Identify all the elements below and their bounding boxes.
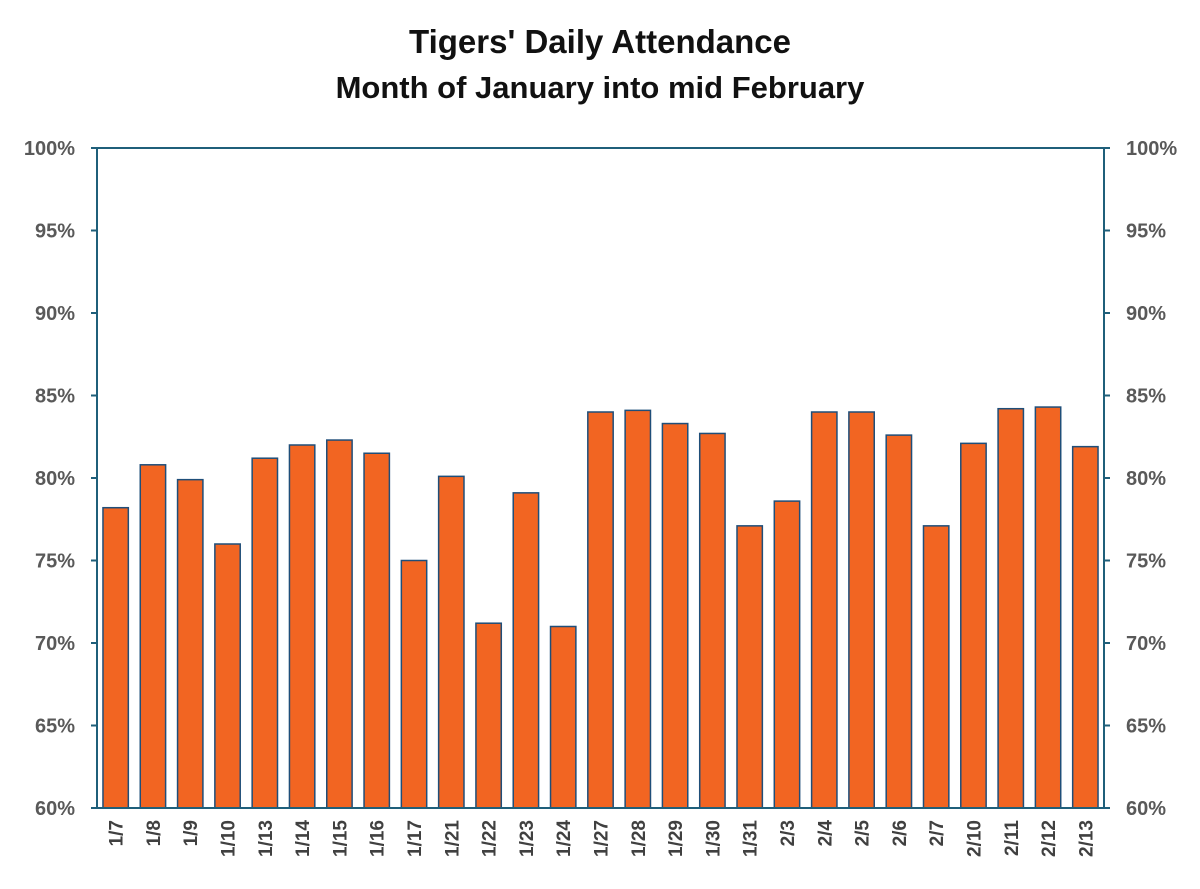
x-category-label: 1/10 [219, 820, 240, 857]
x-category-label: 2/5 [853, 820, 874, 847]
x-category-label: 1/8 [144, 820, 165, 846]
x-category-label: 1/9 [181, 820, 202, 846]
right-y-tick-label: 60% [1126, 798, 1166, 820]
right-y-tick-label: 75% [1126, 551, 1166, 573]
y-tick-labels: 60% 60% 65% 65% 70% 70% 75% 75% 80% 80% 85% 85% 90% 9… [24, 138, 1178, 820]
bar-1-17 [400, 559, 428, 809]
x-category-label: 1/31 [741, 820, 762, 857]
x-category-label: 1/24 [554, 820, 575, 857]
x-category-label: 1/21 [442, 820, 463, 857]
left-y-tick-label: 95% [35, 221, 75, 243]
bar-2-4 [810, 411, 838, 809]
bar-2-3 [773, 500, 801, 809]
left-y-tick-label: 70% [35, 633, 75, 655]
bar-1-24 [549, 625, 577, 809]
x-category-label: 1/29 [666, 820, 687, 857]
bar-1-10 [214, 543, 241, 809]
bar-2-7 [922, 525, 950, 809]
x-category-label: 1/14 [293, 820, 314, 857]
x-category-label: 1/13 [256, 820, 277, 857]
bar-1-14 [288, 444, 316, 809]
bar-1-9 [176, 478, 204, 809]
left-y-tick-label: 85% [35, 386, 75, 408]
chart-title-block: Tigers' Daily Attendance Month of Januar… [0, 18, 1200, 110]
x-category-labels: 1/7 1/8 1/9 1/10 1/13 1/14 1/15 1/16 1/17 1/21 1/2… [107, 820, 1098, 857]
axes-group [91, 147, 1110, 809]
bar-1-16 [363, 452, 391, 809]
bar-1-22 [475, 622, 503, 809]
right-y-tick-label: 85% [1126, 386, 1166, 408]
bar-1-29 [661, 422, 689, 809]
bar-1-7 [102, 506, 130, 809]
bar-1-8 [139, 464, 167, 809]
x-category-label: 1/17 [405, 820, 426, 857]
left-y-tick-label: 90% [35, 303, 75, 325]
left-y-tick-label: 75% [35, 551, 75, 573]
bar-1-28 [624, 409, 652, 809]
x-category-label: 2/12 [1039, 820, 1060, 857]
x-category-label: 2/6 [890, 820, 911, 846]
chart-title: Tigers' Daily Attendance [409, 23, 791, 60]
left-y-tick-label: 60% [35, 798, 75, 820]
bar-1-31 [736, 525, 764, 809]
x-category-label: 2/3 [778, 820, 799, 846]
bar-1-23 [512, 492, 540, 809]
right-y-tick-label: 100% [1126, 138, 1177, 160]
left-y-tick-label: 65% [35, 716, 75, 738]
bar-2-6 [885, 434, 913, 809]
bars-group [102, 406, 1099, 809]
bar-1-30 [698, 432, 726, 809]
bar-2-12 [1034, 406, 1062, 809]
x-category-label: 1/15 [330, 820, 351, 857]
bar-2-10 [960, 442, 987, 809]
x-category-label: 1/30 [703, 820, 724, 857]
x-category-label: 1/23 [517, 820, 538, 857]
bar-1-15 [326, 439, 353, 809]
right-y-tick-label: 95% [1126, 221, 1166, 243]
x-category-label: 2/11 [1002, 820, 1023, 856]
bar-1-13 [251, 457, 279, 809]
chart-subtitle: Month of January into mid February [335, 70, 865, 105]
x-category-label: 1/27 [592, 820, 613, 857]
right-y-tick-label: 70% [1126, 633, 1166, 655]
bar-1-21 [437, 475, 465, 809]
right-y-tick-label: 80% [1126, 468, 1166, 490]
x-category-label: 2/4 [815, 820, 836, 847]
right-y-tick-label: 90% [1126, 303, 1166, 325]
x-category-label: 1/28 [629, 820, 650, 857]
x-category-label: 1/16 [368, 820, 389, 857]
bar-2-13 [1071, 445, 1099, 809]
x-category-label: 2/7 [927, 820, 948, 846]
bar-2-5 [848, 411, 876, 809]
x-category-label: 2/10 [964, 820, 985, 857]
bar-1-27 [587, 411, 614, 809]
x-category-label: 1/7 [107, 820, 128, 846]
x-category-label: 1/22 [480, 820, 501, 857]
bar-2-11 [997, 407, 1025, 809]
left-y-tick-label: 80% [35, 468, 75, 490]
left-y-tick-label: 100% [24, 138, 75, 160]
x-category-label: 2/13 [1076, 820, 1097, 857]
right-y-tick-label: 65% [1126, 716, 1166, 738]
